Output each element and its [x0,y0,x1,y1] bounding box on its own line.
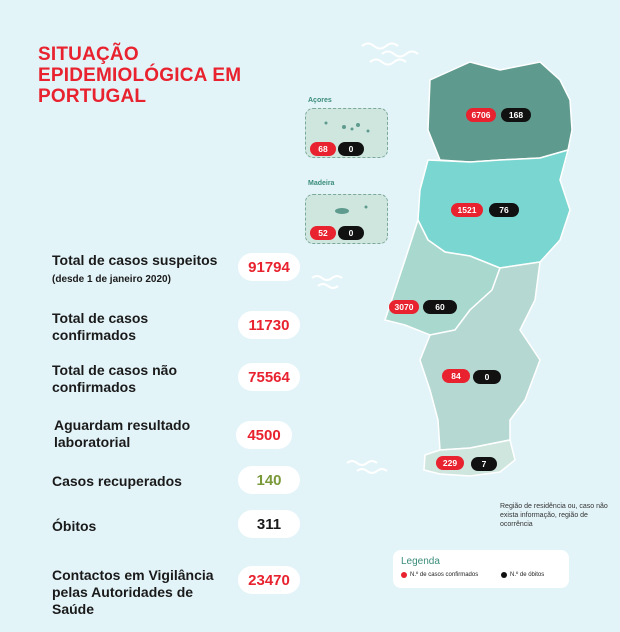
region-norte [427,61,573,163]
stat-label-pending: Aguardam resultado laboratorial [54,417,191,450]
badge-cases-madeira: 52 [310,226,336,240]
badge-cases-centro: 1521 [451,203,483,217]
legend-item-cases: N.º de casos confirmados [401,572,478,578]
stat-label-suspected-sub: (desde 1 de janeiro 2020) [52,274,171,285]
stat-value-pending: 4500 [236,421,292,449]
stat-value-deaths: 311 [238,510,300,538]
stat-value-confirmed: 11730 [238,311,300,339]
wave-decoration-mid [311,275,343,289]
badge-cases-algarve: 229 [436,456,464,470]
wave-decoration-bottom [346,460,388,474]
madeira-islands-shape [335,205,368,214]
legend-item-deaths: N.º de óbitos [501,572,544,578]
stat-label-suspected: Total de casos suspeitos (desde 1 de jan… [52,252,218,285]
stat-label-deaths: Óbitos [52,518,97,534]
stat-value-not-confirmed: 75564 [238,363,300,391]
badge-cases-lvt: 3070 [389,300,419,314]
stat-label-not-confirmed: Total de casos não confirmados [52,362,177,395]
badge-deaths-centro: 76 [489,203,519,217]
inset-label-madeira: Madeira [308,180,335,187]
stat-label-contacts: Contactos em Vigilância pelas Autoridade… [52,567,214,617]
badge-deaths-alentejo: 0 [473,370,501,384]
badge-cases-norte: 6706 [466,108,496,122]
badge-cases-alentejo: 84 [442,369,470,383]
badge-cases-azores: 68 [310,142,336,156]
legend-title: Legenda [401,556,440,567]
badge-deaths-norte: 168 [501,108,531,122]
badge-deaths-madeira: 0 [338,226,364,240]
stat-label-recovered: Casos recuperados [52,473,182,489]
page-title: SITUAÇÃO EPIDEMIOLÓGICA EM PORTUGAL [38,44,242,107]
stat-value-recovered: 140 [238,466,300,494]
badge-deaths-lvt: 60 [423,300,457,314]
legend-dot-cases [401,572,407,578]
legend-dot-deaths [501,572,507,578]
stat-label-confirmed: Total de casos confirmados [52,310,149,343]
badge-deaths-algarve: 7 [471,457,497,471]
legend-label-deaths: N.º de óbitos [510,572,545,578]
badge-deaths-azores: 0 [338,142,364,156]
legend: Legenda N.º de casos confirmados N.º de … [393,550,569,588]
region-note: Região de residência ou, caso não exista… [500,503,608,528]
stat-value-contacts: 23470 [238,566,300,594]
azores-islands-shape [324,121,370,133]
inset-label-azores: Açores [308,97,332,104]
stat-value-suspected: 91794 [238,253,300,281]
wave-decoration-top [361,42,419,66]
legend-label-cases: N.º de casos confirmados [410,572,479,578]
